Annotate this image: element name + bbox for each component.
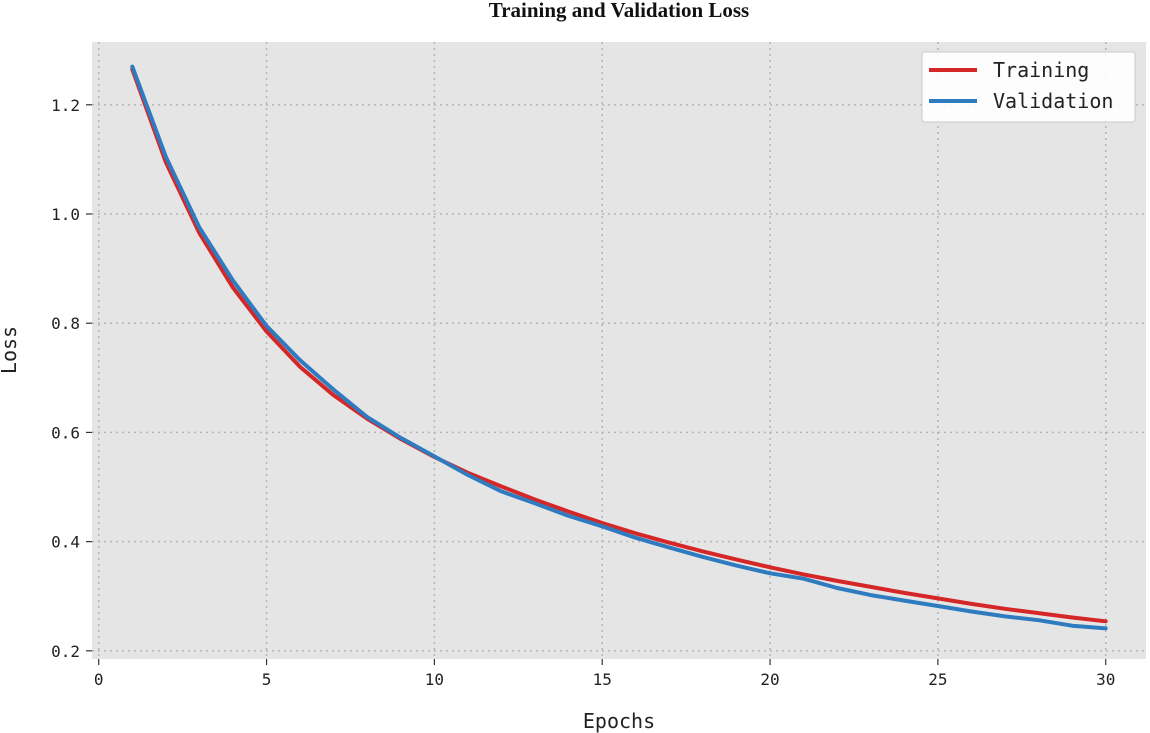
x-tick-label: 10	[425, 670, 444, 689]
y-tick-label: 0.8	[51, 314, 80, 333]
y-axis-label: Loss	[0, 326, 21, 374]
y-tick-label: 1.0	[51, 205, 80, 224]
plot-area	[92, 42, 1146, 659]
series-line-training	[130, 67, 1108, 624]
x-tick-label: 20	[760, 670, 779, 689]
legend-label-validation: Validation	[993, 89, 1113, 113]
x-axis-label: Epochs	[583, 709, 655, 733]
y-tick-label: 0.4	[51, 533, 80, 552]
grid	[92, 42, 1146, 659]
chart-title: Training and Validation Loss	[489, 0, 749, 22]
x-tick-label: 0	[94, 670, 104, 689]
x-tick-label: 30	[1096, 670, 1115, 689]
legend: Training Validation	[921, 51, 1136, 123]
legend-label-training: Training	[993, 58, 1089, 82]
y-tick-label: 0.2	[51, 642, 80, 661]
x-tick-label: 25	[928, 670, 947, 689]
y-tick-label: 0.6	[51, 423, 80, 442]
series-lines	[130, 64, 1108, 631]
axes: 0 5 10 15 20 25 30 0.2 0.4 0.6 0.8 1.0 1.2	[51, 96, 1115, 689]
x-tick-label: 15	[593, 670, 612, 689]
y-tick-label: 1.2	[51, 96, 80, 115]
x-tick-label: 5	[262, 670, 272, 689]
series-line-validation	[130, 64, 1108, 631]
